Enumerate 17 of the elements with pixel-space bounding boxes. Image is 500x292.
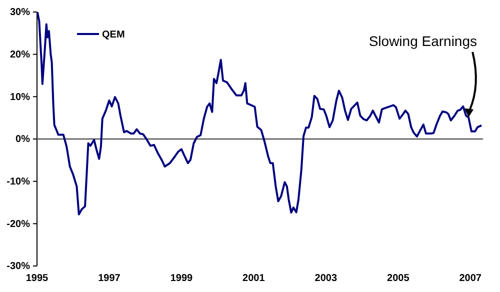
x-tick-label: 1997 <box>98 273 121 284</box>
x-tick-label: 2001 <box>242 273 266 284</box>
y-tick-label: -10% <box>6 176 30 188</box>
y-tick-label: 10% <box>10 92 30 103</box>
x-tick-label: 1995 <box>26 273 49 284</box>
legend-label: QEM <box>102 30 125 40</box>
y-tick-label: 20% <box>10 50 30 61</box>
x-tick-label: 1999 <box>170 273 194 284</box>
y-tick-label: 0% <box>16 134 30 146</box>
line-series <box>36 11 483 216</box>
x-tick-label: 2005 <box>387 273 410 284</box>
y-tick-label: -20% <box>6 218 30 230</box>
annotation: Slowing Earnings <box>368 33 477 49</box>
x-tick-label: 2003 <box>314 273 338 284</box>
y-tick-label: -30% <box>6 261 30 272</box>
x-tick-label: 2007 <box>459 273 482 284</box>
y-tick-label: 30% <box>10 7 30 18</box>
